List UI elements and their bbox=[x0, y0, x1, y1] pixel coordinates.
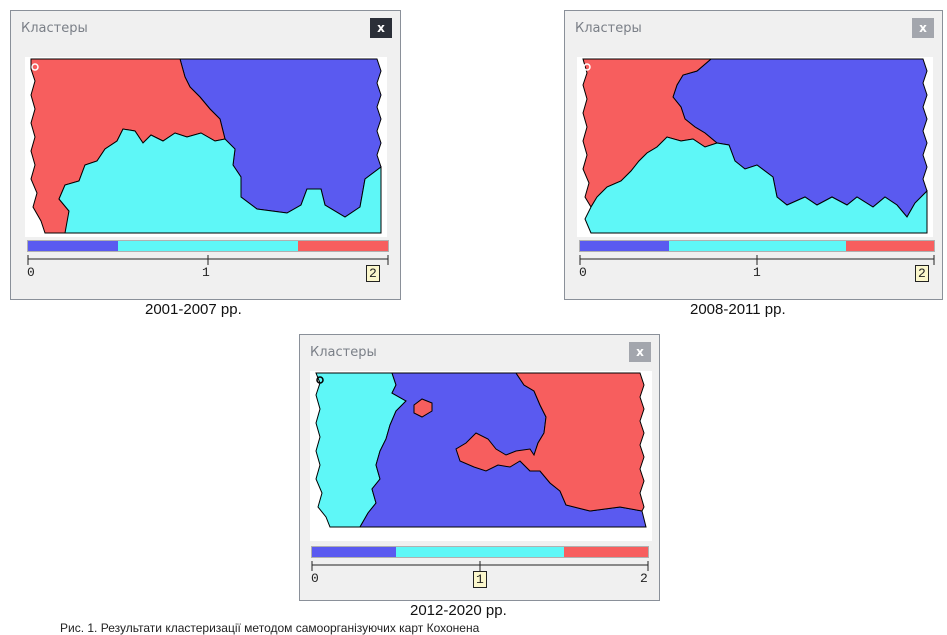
panel-title: Кластеры bbox=[21, 21, 88, 36]
scale-min-label: 0 bbox=[27, 265, 35, 280]
colorbar-segment bbox=[668, 241, 846, 251]
colorbar-segment bbox=[312, 547, 396, 557]
colorbar-segment bbox=[396, 547, 564, 557]
colorbar-segment bbox=[580, 241, 669, 251]
panel-title: Кластеры bbox=[575, 21, 642, 36]
cluster-map bbox=[25, 57, 387, 237]
cluster-panel-2012-2020: Кластеры x 0 1 2 bbox=[299, 334, 660, 601]
panel-caption: 2008-2011 рр. bbox=[690, 301, 786, 318]
cluster-map bbox=[577, 57, 933, 237]
cluster-colorbar bbox=[27, 240, 389, 252]
cluster-panel-2001-2007: Кластеры x 0 1 2 bbox=[10, 10, 401, 300]
scale-min-label: 0 bbox=[579, 265, 587, 280]
close-button[interactable]: x bbox=[629, 342, 651, 362]
cluster-colorbar bbox=[311, 546, 649, 558]
scale-min-label: 0 bbox=[311, 571, 319, 586]
scale-mid-label: 1 bbox=[753, 265, 761, 280]
cluster-map bbox=[310, 371, 652, 541]
scale-mid-label: 1 bbox=[202, 265, 210, 280]
colorbar-segment bbox=[845, 241, 934, 251]
panel-caption: 2001-2007 рр. bbox=[145, 301, 242, 318]
scale-selected-label[interactable]: 1 bbox=[473, 571, 487, 588]
colorbar-segment bbox=[564, 547, 648, 557]
close-button[interactable]: x bbox=[912, 18, 934, 38]
scale-axis bbox=[579, 255, 935, 265]
colorbar-segment bbox=[28, 241, 118, 251]
scale-selected-label[interactable]: 2 bbox=[366, 265, 380, 282]
figure-caption: Рис. 1. Результати кластеризації методом… bbox=[60, 621, 480, 635]
cluster-panel-2008-2011: Кластеры x 0 1 2 bbox=[564, 10, 943, 300]
colorbar-segment bbox=[118, 241, 298, 251]
scale-max-label: 2 bbox=[640, 571, 648, 586]
scale-axis bbox=[27, 255, 389, 265]
scale-axis bbox=[311, 561, 649, 571]
scale-selected-label[interactable]: 2 bbox=[915, 265, 929, 282]
panel-title: Кластеры bbox=[310, 345, 377, 360]
colorbar-segment bbox=[298, 241, 388, 251]
cluster-colorbar bbox=[579, 240, 935, 252]
close-button[interactable]: x bbox=[370, 18, 392, 38]
panel-caption: 2012-2020 рр. bbox=[410, 602, 507, 619]
